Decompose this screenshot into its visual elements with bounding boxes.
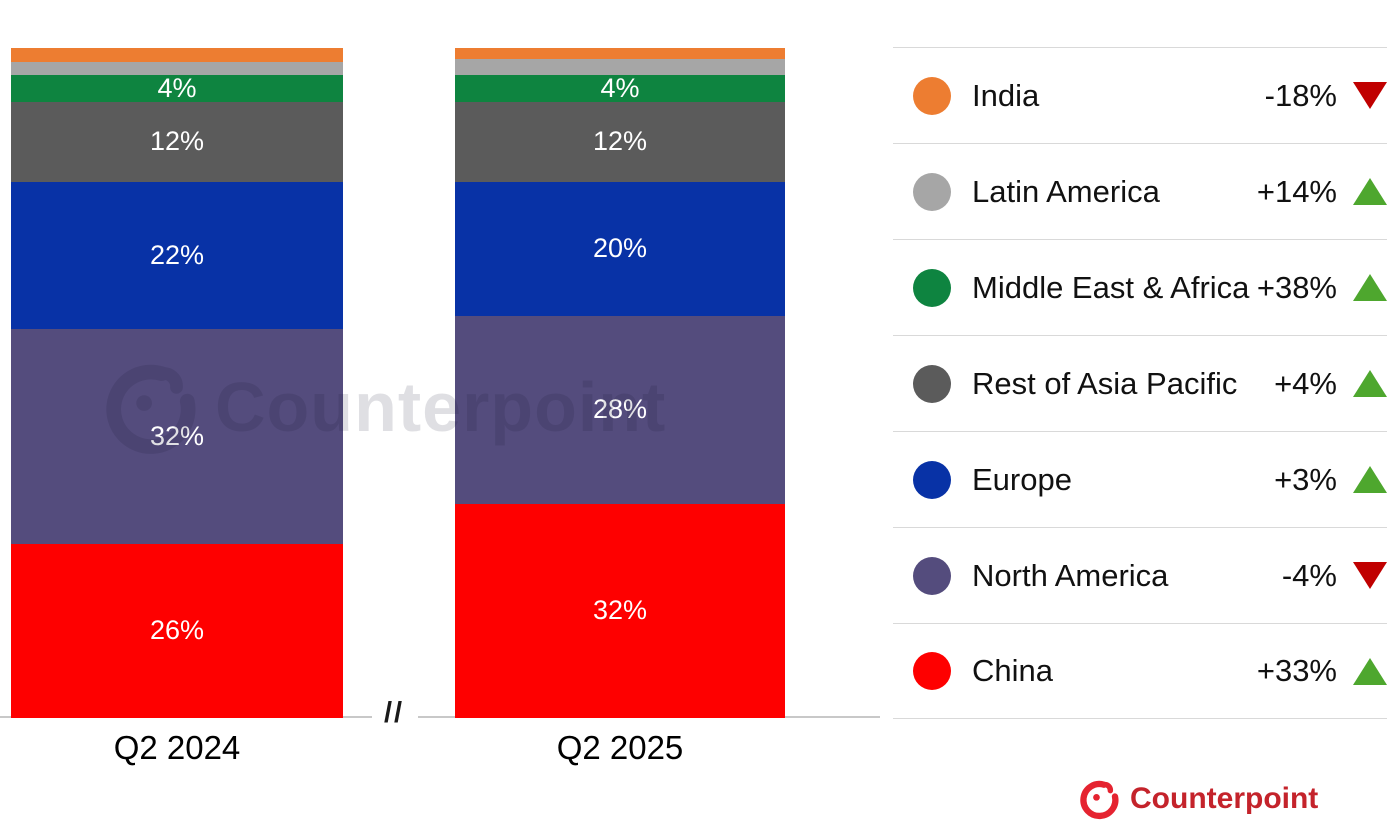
stacked-bar-q2-2025: 4% 12% 20% 28% 32%	[455, 48, 785, 718]
legend-color-dot	[913, 364, 951, 403]
segment-latin-america	[455, 59, 785, 75]
segment-rest-of-asia-pacific: 12%	[11, 101, 343, 182]
legend-item-north-america: North America -4%	[893, 527, 1387, 623]
segment-north-america: 28%	[455, 315, 785, 504]
axis-break-mark: //	[383, 697, 405, 729]
trend-up-icon	[1353, 274, 1387, 301]
trend-down-icon	[1353, 562, 1387, 589]
legend-change-value: -4%	[1281, 557, 1337, 593]
segment-latin-america	[11, 62, 343, 75]
legend-item-latin-america: Latin America +14%	[893, 143, 1387, 239]
segment-china: 26%	[11, 543, 343, 718]
legend-item-india: India -18%	[893, 47, 1387, 143]
segment-north-america: 32%	[11, 329, 343, 544]
legend-change-value: +3%	[1274, 461, 1337, 497]
segment-value-label: 26%	[149, 615, 205, 646]
segment-europe: 22%	[11, 181, 343, 330]
trend-up-icon	[1353, 370, 1387, 397]
segment-europe: 20%	[455, 181, 785, 316]
segment-value-label: 22%	[149, 240, 205, 271]
counterpoint-logo-text: Counterpoint	[1130, 782, 1319, 815]
legend-region-name: China	[972, 653, 1053, 688]
axis-label-q2-2024: Q2 2024	[113, 729, 241, 766]
legend-region-name: India	[972, 77, 1040, 113]
legend-color-dot	[913, 76, 951, 115]
segment-value-label: 4%	[600, 72, 640, 103]
plot-area: // 4% 12% 22% 32% 26% Q2 2024 4% 12% 20% 28% 32% Q2…	[0, 48, 880, 766]
segment-value-label: 28%	[592, 394, 648, 425]
legend-color-dot	[913, 652, 951, 690]
trend-up-icon	[1353, 657, 1387, 685]
legend-color-dot	[913, 268, 951, 307]
legend-change-value: +33%	[1256, 653, 1337, 688]
segment-value-label: 4%	[157, 72, 197, 103]
segment-rest-of-asia-pacific: 12%	[455, 101, 785, 182]
legend-region-name: Latin America	[972, 173, 1160, 209]
counterpoint-logo: Counterpoint	[1078, 778, 1318, 820]
legend-region-name: North America	[972, 557, 1169, 593]
legend-color-dot	[913, 556, 951, 595]
segment-india	[455, 48, 785, 60]
legend-item-europe: Europe +3%	[893, 431, 1387, 527]
segment-value-label: 20%	[592, 233, 648, 264]
legend-region-name: Rest of Asia Pacific	[972, 365, 1238, 401]
legend-item-middle-east-africa: Middle East & Africa +38%	[893, 239, 1387, 335]
trend-down-icon	[1353, 82, 1387, 109]
segment-value-label: 12%	[149, 126, 205, 157]
legend-change-value: +14%	[1256, 173, 1337, 209]
legend-region-name: Europe	[972, 461, 1072, 497]
legend-change-value: +4%	[1274, 365, 1337, 401]
legend-item-rest-of-asia-pacific: Rest of Asia Pacific +4%	[893, 335, 1387, 431]
segment-china: 32%	[455, 503, 785, 718]
legend-change-value: -18%	[1264, 77, 1337, 113]
legend-region-name: Middle East & Africa	[972, 269, 1250, 305]
counterpoint-logo-icon	[1080, 780, 1119, 820]
segment-value-label: 32%	[592, 595, 648, 626]
legend-color-dot	[913, 460, 951, 499]
legend-change-value: +38%	[1256, 269, 1337, 305]
segment-middle-east-africa: 4%	[11, 72, 343, 103]
legend-item-china: China +33%	[893, 623, 1387, 719]
legend: India -18% Latin America +14% Middle East & …	[893, 47, 1387, 719]
stacked-bar-q2-2024: 4% 12% 22% 32% 26%	[11, 48, 343, 718]
segment-middle-east-africa: 4%	[455, 72, 785, 103]
segment-value-label: 32%	[149, 421, 205, 452]
trend-up-icon	[1353, 466, 1387, 493]
segment-india	[11, 48, 343, 63]
axis-label-q2-2025: Q2 2025	[556, 729, 684, 766]
trend-up-icon	[1353, 178, 1387, 205]
segment-value-label: 12%	[592, 126, 648, 157]
legend-color-dot	[913, 172, 951, 211]
